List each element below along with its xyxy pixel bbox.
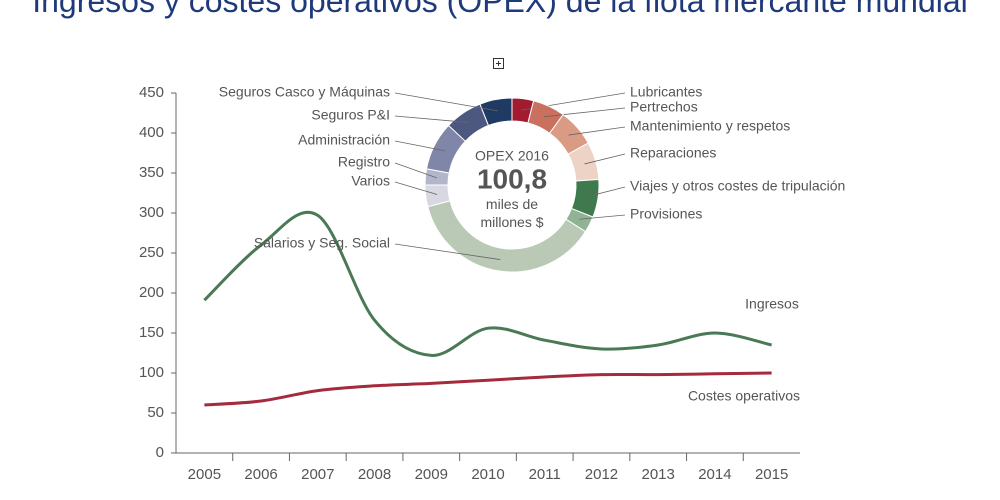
y-tick-label: 400 (139, 124, 164, 141)
line-series (204, 371, 772, 407)
x-tick-label: 2010 (471, 466, 504, 483)
x-tick-label: 2009 (415, 466, 448, 483)
leader-line (568, 126, 626, 136)
donut-label: Seguros Casco y Máquinas (219, 84, 390, 100)
x-tick-label: 2014 (698, 466, 731, 483)
y-tick-label: 250 (139, 244, 164, 261)
leader-line (586, 186, 626, 198)
y-tick-label: 450 (139, 84, 164, 101)
donut-label: Salarios y Seg. Social (254, 235, 390, 251)
x-tick-label: 2011 (529, 466, 561, 483)
x-tick-label: 2005 (188, 466, 221, 483)
y-tick-label: 300 (139, 204, 164, 221)
chart-title: Ingresos y costes operativos (OPEX) de l… (32, 0, 968, 19)
donut-label: Pertrechos (630, 99, 698, 115)
donut-label: Lubricantes (630, 84, 702, 100)
donut-label: Administración (298, 132, 390, 148)
y-tick-label: 100 (139, 364, 164, 381)
donut-center-value: 100,8 (477, 163, 547, 194)
donut-label: Varios (351, 173, 390, 189)
leader-line (544, 107, 626, 118)
x-tick-label: 2012 (585, 466, 618, 483)
x-tick-label: 2013 (641, 466, 674, 483)
donut-center-unit: miles de millones $ (480, 196, 544, 230)
leader-line (394, 115, 470, 123)
x-tick-label: 2007 (301, 466, 334, 483)
donut-label: Viajes y otros costes de tripulación (630, 178, 845, 194)
donut-label: Reparaciones (630, 145, 716, 161)
y-tick-label: 50 (147, 404, 164, 421)
y-tick-label: 0 (156, 444, 164, 461)
y-tick-label: 150 (139, 324, 164, 341)
leader-line (394, 140, 445, 152)
y-tick-label: 350 (139, 164, 164, 181)
x-tick-label: 2008 (358, 466, 391, 483)
leader-line (394, 92, 498, 112)
line-series (203, 210, 772, 357)
leader-line (579, 214, 626, 220)
series-label: Costes operativos (688, 388, 800, 404)
leader-line (394, 162, 437, 179)
donut-label: Seguros P&I (311, 107, 390, 123)
donut-center-unit-box: miles de millones $ (480, 196, 544, 230)
leader-line (394, 243, 501, 260)
y-tick-label: 200 (139, 284, 164, 301)
leader-line (584, 153, 626, 165)
leader-line (394, 181, 438, 195)
donut-center-title: OPEX 2016 (475, 148, 549, 164)
donut-label: Registro (338, 154, 390, 170)
series-label: Ingresos (745, 296, 799, 312)
donut-label: Provisiones (630, 206, 702, 222)
donut-label: Mantenimiento y respetos (630, 118, 790, 134)
x-tick-label: 2006 (244, 466, 277, 483)
donut-segment (479, 97, 513, 127)
x-tick-label: 2015 (755, 466, 788, 483)
